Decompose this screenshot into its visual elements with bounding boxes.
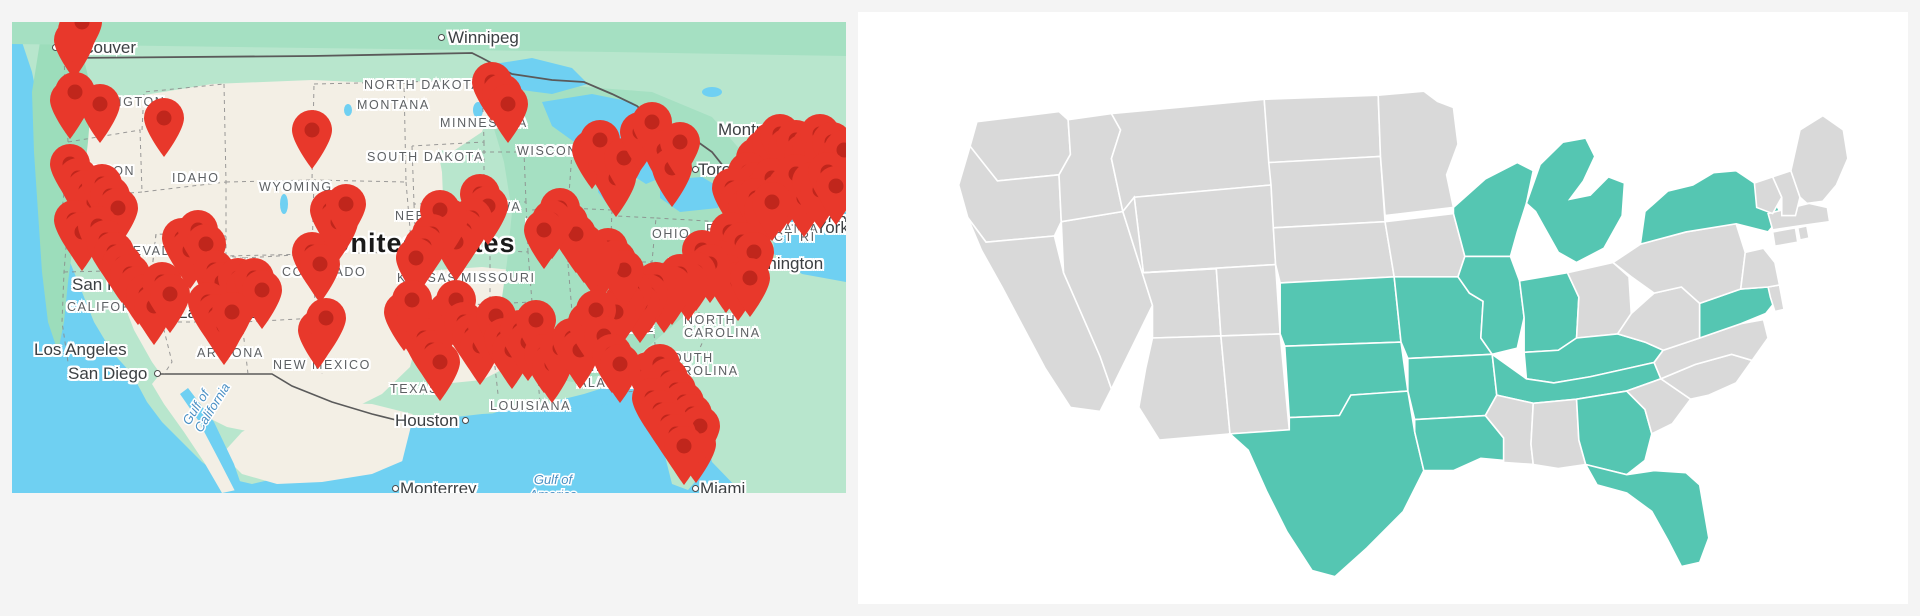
state-texas[interactable]: [1230, 391, 1424, 577]
city-dot-vancouver: [52, 44, 59, 51]
state-wisconsin[interactable]: [1453, 163, 1533, 257]
city-dot-washington: [730, 260, 737, 267]
state-iowa[interactable]: [1385, 214, 1465, 277]
state-florida[interactable]: [1586, 464, 1709, 566]
state-maine[interactable]: [1791, 116, 1848, 204]
state-arkansas[interactable]: [1408, 354, 1497, 419]
city-dot-monterrey: [392, 485, 399, 492]
city-dot-houston: [462, 417, 469, 424]
state-rhode-island[interactable]: [1798, 226, 1809, 240]
city-dot-winnipeg: [438, 34, 445, 41]
city-dot-montreal: [788, 126, 795, 133]
us-state-choropleth[interactable]: [858, 12, 1908, 604]
city-dot-san-diego: [154, 370, 161, 377]
state-new-mexico[interactable]: [1221, 334, 1289, 434]
state-vermont[interactable]: [1754, 177, 1781, 214]
pin-cluster-map[interactable]: United States Vancouver Winnipeg Montrea…: [12, 22, 846, 493]
state-wyoming[interactable]: [1134, 185, 1275, 273]
map-base-layer: [12, 22, 846, 493]
state-arizona[interactable]: [1139, 336, 1230, 440]
state-north-dakota[interactable]: [1264, 95, 1380, 162]
state-south-dakota[interactable]: [1269, 156, 1385, 227]
state-new-jersey[interactable]: [1741, 248, 1780, 289]
state-indiana[interactable]: [1520, 273, 1579, 353]
state-connecticut[interactable]: [1773, 228, 1798, 246]
choropleth-svg[interactable]: [858, 12, 1908, 604]
state-minnesota[interactable]: [1378, 91, 1458, 215]
state-kansas[interactable]: [1280, 277, 1401, 346]
state-california[interactable]: [968, 218, 1112, 412]
city-dot-toronto: [692, 166, 699, 173]
state-michigan[interactable]: [1526, 138, 1624, 262]
city-dot-miami: [692, 485, 699, 492]
state-nebraska[interactable]: [1273, 222, 1394, 283]
